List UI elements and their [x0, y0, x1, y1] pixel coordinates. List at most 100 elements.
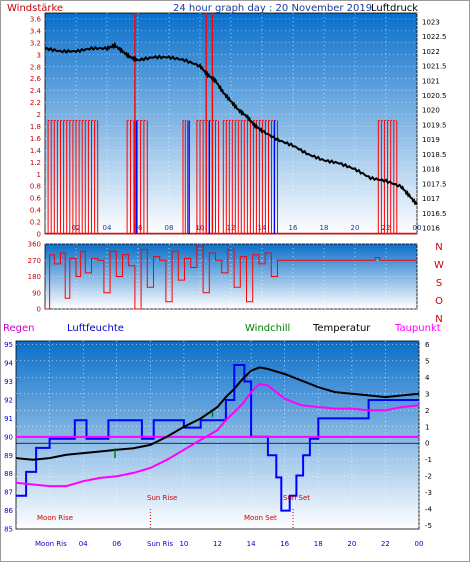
wind-tick-label: 3	[37, 51, 41, 59]
time-tick-label: 12	[227, 224, 236, 232]
wind-speed-series	[45, 13, 417, 235]
pressure-tick-label: 1018.5	[422, 151, 447, 159]
wind-tick-label: 2.4	[30, 87, 42, 95]
time-tick-label: 00	[415, 540, 424, 548]
wind-gust-block	[47, 120, 99, 234]
temperature-tick-label: -4	[425, 506, 433, 514]
direction-tick-label: 180	[28, 273, 41, 281]
wind-tick-label: 0.6	[30, 195, 42, 203]
time-tick-label: 00	[413, 224, 422, 232]
direction-tick-label: 0	[37, 306, 41, 314]
wind-tick-label: 2.2	[30, 99, 41, 107]
temperature-tick-label: 6	[425, 341, 430, 349]
wind-gust-block	[182, 120, 189, 234]
moon-rise-label: Moon Rise	[37, 514, 73, 522]
time-tick-label: 18	[320, 224, 329, 232]
wind-speed-axis: 0 0.2 0.4 0.6 0.8 1 1.2 1.4 1.6 1.8 2 2.2 2.4 2.6 2.8 3…	[30, 15, 42, 238]
direction-tick-label: 360	[28, 241, 41, 249]
time-tick-label: 04	[103, 224, 112, 232]
wind-tick-label: 2.8	[30, 63, 41, 71]
temperature-tick-label: 0	[425, 440, 429, 448]
sun-rise-axis-label: Sun Ris	[147, 540, 173, 548]
windchill-series	[114, 411, 214, 459]
dewpoint-series	[15, 382, 420, 488]
moon-rise-axis-label: Moon Ris	[35, 540, 67, 548]
wind-gust-block	[377, 120, 398, 234]
astro-markers	[149, 509, 294, 529]
temperature-tick-label: 3	[425, 390, 429, 398]
compass-letter: O	[435, 296, 443, 307]
pressure-tick-label: 1017.5	[422, 180, 447, 188]
humidity-axis: 85 86 87 88 89 90 91 92 93 94 95	[4, 341, 13, 533]
pressure-label: Luftdruck	[371, 3, 418, 14]
time-tick-label: 06	[112, 540, 121, 548]
temperature-tick-label: 2	[425, 407, 429, 415]
time-tick-label: 18	[314, 540, 323, 548]
temperature-tick-label: -2	[425, 473, 432, 481]
temperature-tick-label: 1	[425, 423, 429, 431]
wind-speed-label: Windstärke	[7, 3, 63, 14]
pressure-tick-label: 1020.5	[422, 92, 447, 100]
sun-set-label: Sun Set	[283, 494, 310, 502]
wind-direction-axis: 0 90 180 270 360	[28, 241, 41, 314]
wind-tick-label: 2	[37, 111, 41, 119]
humidity-tick-label: 87	[4, 489, 13, 497]
humidity-tick-label: 89	[4, 452, 13, 460]
temperature-grid	[16, 341, 420, 529]
time-tick-label: 08	[165, 224, 174, 232]
humidity-tick-label: 88	[4, 470, 13, 478]
sun-rise-label: Sun Rise	[147, 494, 177, 502]
temperature-series	[15, 366, 420, 461]
wind-gust-block	[126, 120, 148, 234]
humidity-tick-label: 95	[4, 341, 13, 349]
pressure-tick-label: 1018	[422, 166, 440, 174]
compass-letter: W	[434, 260, 444, 271]
wind-tick-label: 0.8	[30, 183, 41, 191]
wind-tick-label: 2.6	[30, 75, 42, 83]
wind-tick-label: 1.4	[30, 147, 42, 155]
direction-tick-label: 90	[32, 289, 41, 297]
time-tick-label: 16	[289, 224, 298, 232]
direction-tick-label: 270	[28, 257, 41, 265]
temperature-tick-label: 5	[425, 357, 429, 365]
humidity-tick-label: 86	[4, 507, 13, 515]
wind-pressure-plot-area	[44, 12, 418, 235]
humidity-tick-label: 92	[4, 396, 13, 404]
wind-tick-label: 1.8	[30, 123, 41, 131]
pressure-tick-label: 1017	[422, 195, 440, 203]
humidity-tick-label: 93	[4, 378, 13, 386]
time-tick-label: 10	[179, 540, 188, 548]
humidity-tick-label: 85	[4, 526, 13, 534]
pressure-tick-label: 1019.5	[422, 121, 447, 129]
time-tick-label: 22	[382, 224, 391, 232]
time-tick-label: 16	[280, 540, 289, 548]
legend-taupunkt: Taupunkt	[394, 323, 441, 334]
pressure-tick-label: 1019	[422, 136, 440, 144]
humidity-series	[16, 364, 419, 512]
pressure-series	[44, 41, 418, 206]
time-tick-label: 14	[247, 540, 256, 548]
compass-letter: N	[435, 314, 442, 325]
time-tick-label: 20	[347, 540, 356, 548]
wind-tick-label: 1.6	[30, 135, 42, 143]
wind-tick-label: 3.4	[30, 27, 42, 35]
pressure-tick-label: 1021	[422, 77, 440, 85]
time-tick-label: 12	[213, 540, 222, 548]
pressure-axis: 1016 1016.5 1017 1017.5 1018 1018.5 1019 1019.5…	[422, 18, 447, 232]
humidity-tick-label: 91	[4, 415, 13, 423]
wind-tick-label: 0.2	[30, 219, 41, 227]
time-axis-bottom: 04 06 10 12 14 16 18 20 22 00	[79, 540, 424, 548]
humidity-tick-label: 90	[4, 433, 13, 441]
humidity-tick-label: 94	[4, 360, 13, 368]
temperature-tick-label: -3	[425, 489, 432, 497]
pressure-tick-label: 1020	[422, 107, 440, 115]
pressure-tick-label: 1016	[422, 225, 440, 233]
moon-set-label: Moon Set	[244, 514, 277, 522]
legend-regen: Regen	[3, 323, 35, 334]
wind-tick-label: 1.2	[30, 159, 41, 167]
compass-letter: S	[436, 278, 442, 289]
pressure-tick-label: 1021.5	[422, 63, 447, 71]
